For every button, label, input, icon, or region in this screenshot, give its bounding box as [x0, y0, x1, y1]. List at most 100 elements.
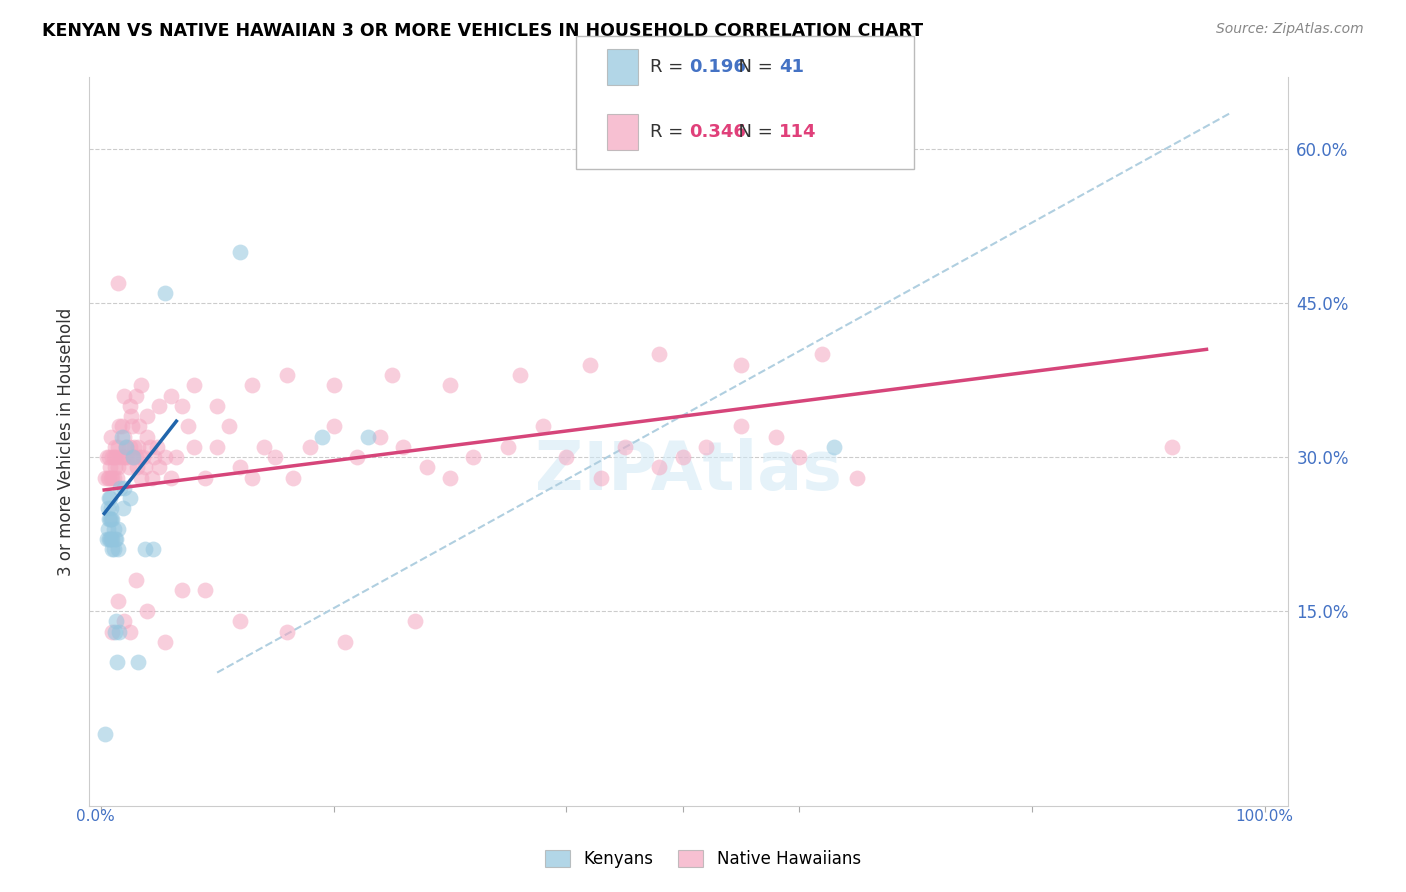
Point	[112, 614, 135, 628]
Point	[311, 429, 333, 443]
Point	[94, 727, 117, 741]
Point	[205, 399, 228, 413]
Point	[153, 285, 176, 300]
Point	[218, 419, 240, 434]
Point	[114, 450, 136, 464]
Point	[124, 450, 146, 464]
Point	[392, 440, 415, 454]
Point	[1160, 440, 1182, 454]
Text: 0.196: 0.196	[689, 58, 745, 76]
Point	[439, 378, 461, 392]
Point	[97, 501, 120, 516]
Point	[148, 399, 170, 413]
Point	[765, 429, 787, 443]
Point	[127, 440, 149, 454]
Point	[183, 378, 205, 392]
Point	[103, 450, 125, 464]
Point	[730, 358, 752, 372]
Point	[439, 470, 461, 484]
Point	[695, 440, 717, 454]
Point	[153, 450, 176, 464]
Point	[229, 614, 252, 628]
Point	[846, 470, 869, 484]
Point	[134, 460, 156, 475]
Point	[129, 450, 152, 464]
Point	[136, 429, 159, 443]
Point	[122, 450, 145, 464]
Point	[105, 470, 128, 484]
Point	[229, 244, 252, 259]
Point	[97, 522, 120, 536]
Point	[672, 450, 695, 464]
Legend: Kenyans, Native Hawaiians: Kenyans, Native Hawaiians	[538, 843, 868, 875]
Point	[103, 542, 125, 557]
Point	[823, 440, 845, 454]
Point	[101, 511, 124, 525]
Point	[128, 419, 150, 434]
Text: 0.346: 0.346	[689, 123, 745, 141]
Point	[122, 450, 145, 464]
Point	[811, 347, 834, 361]
Point	[98, 460, 121, 475]
Point	[104, 624, 127, 639]
Point	[101, 542, 124, 557]
Point	[105, 656, 128, 670]
Point	[240, 470, 263, 484]
Point	[134, 542, 156, 557]
Point	[346, 450, 368, 464]
Point	[96, 450, 118, 464]
Point	[115, 440, 138, 454]
Point	[131, 450, 153, 464]
Point	[131, 378, 153, 392]
Point	[97, 532, 120, 546]
Point	[97, 491, 120, 505]
Point	[183, 440, 205, 454]
Point	[648, 347, 671, 361]
Point	[240, 378, 263, 392]
Point	[101, 624, 124, 639]
Point	[120, 409, 142, 423]
Point	[107, 440, 129, 454]
Point	[111, 450, 134, 464]
Point	[112, 429, 135, 443]
Point	[115, 440, 138, 454]
Point	[107, 522, 129, 536]
Point	[177, 419, 200, 434]
Point	[509, 368, 531, 382]
Point	[97, 511, 120, 525]
Point	[101, 470, 124, 484]
Point	[118, 399, 141, 413]
Point	[299, 440, 322, 454]
Point	[136, 409, 159, 423]
Point	[97, 470, 120, 484]
Text: R =: R =	[650, 123, 689, 141]
Point	[143, 450, 166, 464]
Point	[578, 358, 600, 372]
Point	[96, 532, 118, 546]
Point	[205, 440, 228, 454]
Text: Source: ZipAtlas.com: Source: ZipAtlas.com	[1216, 22, 1364, 37]
Point	[124, 388, 146, 402]
Point	[730, 419, 752, 434]
Point	[142, 542, 165, 557]
Point	[531, 419, 554, 434]
Point	[104, 614, 127, 628]
Point	[381, 368, 404, 382]
Point	[125, 460, 148, 475]
Point	[276, 368, 298, 382]
Point	[322, 419, 344, 434]
Point	[148, 460, 170, 475]
Point	[194, 470, 217, 484]
Text: 114: 114	[779, 123, 817, 141]
Point	[104, 532, 127, 546]
Point	[555, 450, 578, 464]
Point	[100, 501, 122, 516]
Point	[98, 511, 121, 525]
Point	[333, 634, 356, 648]
Point	[281, 470, 304, 484]
Point	[108, 624, 131, 639]
Point	[172, 399, 194, 413]
Point	[94, 470, 117, 484]
Point	[118, 440, 141, 454]
Point	[141, 470, 163, 484]
